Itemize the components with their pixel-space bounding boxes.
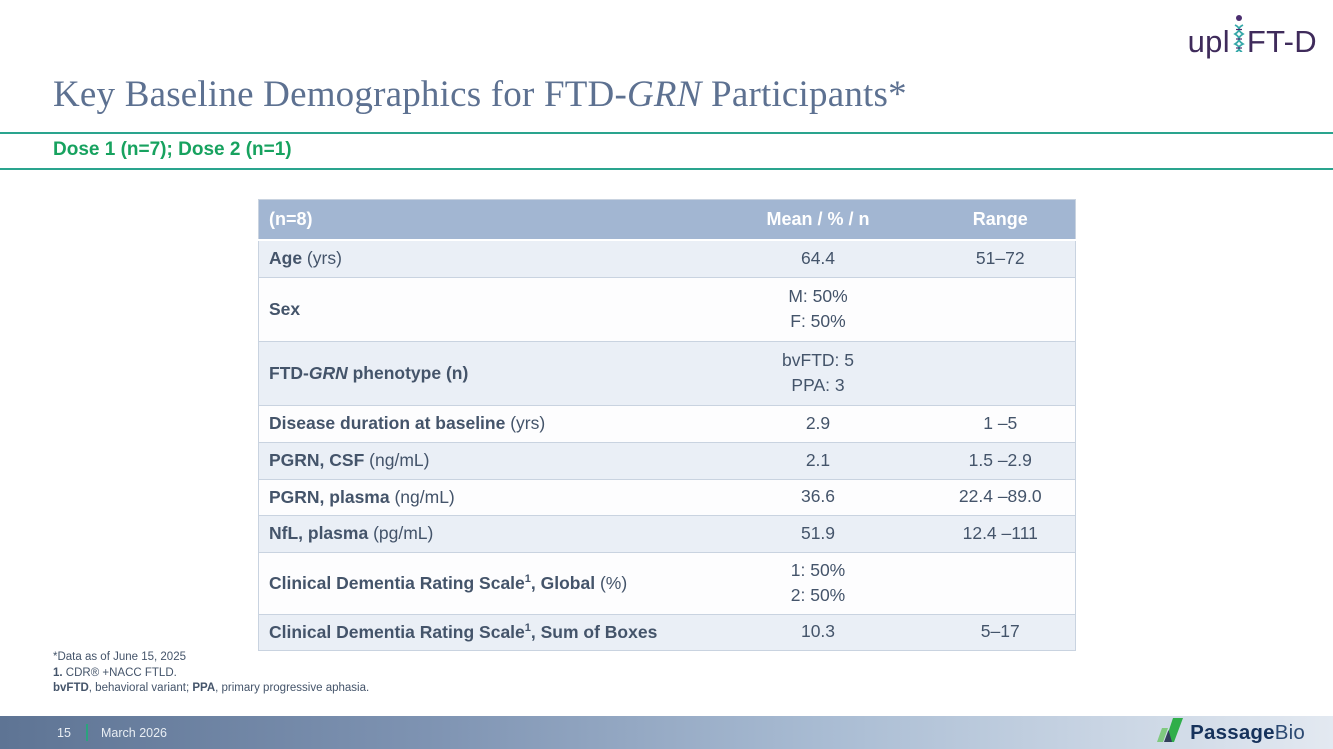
row-range <box>925 551 1076 614</box>
footer-date: March 2026 <box>101 725 168 740</box>
row-range: 1 –5 <box>925 404 1076 442</box>
row-range: 51–72 <box>925 239 1076 277</box>
row-label: Clinical Dementia Rating Scale1, Sum of … <box>258 613 711 650</box>
uplift-d-logo: upl FT-D <box>1188 14 1317 57</box>
demographics-table: (n=8) Mean / % / n Range Age (yrs) 64.4 … <box>258 199 1076 651</box>
row-value: 10.3 <box>710 613 926 650</box>
row-value: 51.9 <box>710 514 926 552</box>
footnotes: *Data as of June 15, 2025 1. CDR® +NACC … <box>53 650 369 697</box>
table-row-nfl-plasma: NfL, plasma (pg/mL) 51.9 12.4 –111 <box>258 514 1076 552</box>
table-row-pgrn-plasma: PGRN, plasma (ng/mL) 36.6 22.4 –89.0 <box>258 478 1076 515</box>
page-title: Key Baseline Demographics for FTD-GRN Pa… <box>53 74 1153 117</box>
dose-subtitle: Dose 1 (n=7); Dose 2 (n=1) <box>53 139 292 160</box>
footnote-data-asof: *Data as of June 15, 2025 <box>53 651 186 663</box>
row-range: 22.4 –89.0 <box>925 478 1076 515</box>
row-value: bvFTD: 5 PPA: 3 <box>710 340 926 405</box>
passage-bio-logo: PassageBio <box>1156 716 1305 749</box>
row-label: Clinical Dementia Rating Scale1, Global … <box>258 551 711 614</box>
title-gene-italic: GRN <box>626 74 702 115</box>
table-header-row: (n=8) Mean / % / n Range <box>258 199 1076 240</box>
column-header-n: (n=8) <box>258 199 711 240</box>
dna-helix-icon <box>1232 14 1246 57</box>
footnote-abbreviations: bvFTD, behavioral variant; PPA, primary … <box>53 682 370 694</box>
row-label: NfL, plasma (pg/mL) <box>258 514 711 552</box>
row-value: 36.6 <box>710 478 926 515</box>
row-range <box>925 276 1076 341</box>
table-row-cdr-sum-of-boxes: Clinical Dementia Rating Scale1, Sum of … <box>258 613 1076 650</box>
row-range: 5–17 <box>925 613 1076 650</box>
uplift-logo-prefix: upl <box>1187 24 1230 59</box>
column-header-mean: Mean / % / n <box>710 199 926 240</box>
row-value: M: 50% F: 50% <box>710 276 926 341</box>
passage-bio-icon <box>1156 718 1184 747</box>
row-label: PGRN, CSF (ng/mL) <box>258 441 711 479</box>
table-row-age: Age (yrs) 64.4 51–72 <box>258 239 1076 277</box>
table-row-sex: Sex M: 50% F: 50% <box>258 276 1076 341</box>
footnote-cdr: 1. CDR® +NACC FTLD. <box>53 666 177 679</box>
title-pre: Key Baseline Demographics for FTD- <box>53 74 627 115</box>
row-label: Disease duration at baseline (yrs) <box>258 404 711 442</box>
table-row-disease-duration: Disease duration at baseline (yrs) 2.9 1… <box>258 404 1076 442</box>
row-label: Age (yrs) <box>258 239 711 277</box>
row-label: Sex <box>258 276 711 341</box>
divider-line-top <box>0 132 1333 134</box>
passage-bio-wordmark: PassageBio <box>1190 720 1305 744</box>
row-label: PGRN, plasma (ng/mL) <box>258 478 711 515</box>
row-value: 1: 50% 2: 50% <box>710 551 926 614</box>
row-value: 2.9 <box>710 404 926 442</box>
row-label: FTD-GRN phenotype (n) <box>258 340 711 405</box>
row-value: 2.1 <box>710 441 926 479</box>
page-number: 15 <box>57 725 71 740</box>
row-range: 12.4 –111 <box>925 514 1076 552</box>
uplift-logo-suffix: FT-D <box>1246 24 1317 59</box>
row-range <box>925 340 1076 405</box>
column-header-range: Range <box>925 199 1076 240</box>
row-range: 1.5 –2.9 <box>925 441 1076 479</box>
divider-line-bottom <box>0 168 1333 170</box>
row-value: 64.4 <box>710 239 926 277</box>
table-row-pgrn-csf: PGRN, CSF (ng/mL) 2.1 1.5 –2.9 <box>258 441 1076 479</box>
footer-bar: 15 March 2026 PassageBio <box>0 716 1333 749</box>
table-row-phenotype: FTD-GRN phenotype (n) bvFTD: 5 PPA: 3 <box>258 340 1076 405</box>
table-row-cdr-global: Clinical Dementia Rating Scale1, Global … <box>258 551 1076 614</box>
title-post: Participants* <box>701 74 907 115</box>
footer-divider <box>86 724 88 741</box>
